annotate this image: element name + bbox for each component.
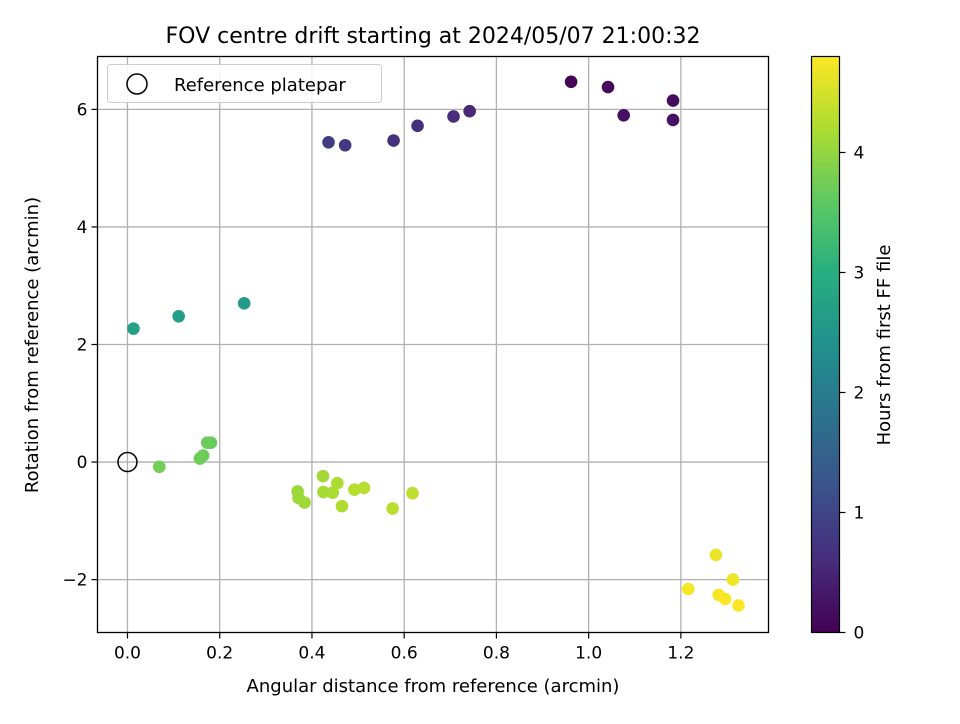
colorbar-tick-label: 3 — [854, 264, 865, 284]
data-points — [127, 75, 745, 612]
colorbar-tick-label: 2 — [854, 384, 865, 404]
data-point — [322, 136, 335, 149]
legend-marker-reference — [126, 73, 148, 95]
legend-frame — [107, 64, 382, 103]
data-point — [326, 486, 339, 499]
data-point — [237, 297, 251, 310]
data-point — [406, 486, 419, 500]
y-axis-label: Rotation from reference (arcmin) — [22, 197, 43, 493]
data-point — [601, 80, 615, 94]
data-point — [331, 476, 344, 490]
x-axis-label: Angular distance from reference (arcmin) — [247, 676, 620, 697]
data-point — [386, 502, 399, 515]
x-tick-label: 0.4 — [298, 644, 325, 664]
colorbar-tick-label: 4 — [854, 144, 865, 164]
x-tick-label: 0.8 — [483, 644, 510, 664]
x-tick-label: 0.2 — [206, 644, 233, 664]
data-point — [387, 134, 400, 147]
data-point — [718, 592, 732, 606]
colorbar — [810, 55, 841, 634]
y-tick-label: 0 — [77, 453, 88, 473]
data-point — [666, 94, 680, 107]
grid-lines — [97, 56, 769, 633]
data-point — [127, 322, 140, 335]
data-point — [317, 485, 330, 499]
y-tick-label: 4 — [77, 218, 88, 238]
data-point — [447, 110, 460, 123]
data-point — [316, 469, 330, 483]
legend-label-reference: Reference platepar — [174, 75, 346, 96]
data-point — [200, 436, 214, 449]
data-point — [335, 499, 349, 513]
y-tick-label: 6 — [77, 100, 88, 120]
data-point — [172, 309, 185, 323]
y-tick-label: −2 — [62, 571, 87, 591]
x-tick-label: 0.6 — [391, 644, 418, 664]
data-point — [617, 108, 630, 122]
data-point — [152, 460, 166, 474]
colorbar-ticks: 0 1 2 3 4 — [839, 144, 865, 644]
data-point — [193, 452, 207, 465]
reference-layer — [117, 451, 138, 473]
data-point — [709, 548, 723, 562]
data-point — [411, 119, 424, 133]
data-point — [357, 481, 371, 495]
x-axis-ticks: 0.0 0.2 0.4 0.6 0.8 1.0 1.2 — [114, 632, 694, 664]
x-tick-label: 1.2 — [667, 644, 694, 664]
reference-platepar-marker — [117, 451, 138, 473]
y-tick-label: 2 — [77, 336, 88, 356]
data-point — [463, 104, 476, 118]
legend-box: Reference platepar — [107, 64, 382, 103]
data-point — [298, 496, 311, 509]
data-point — [726, 573, 740, 586]
x-tick-label: 1.0 — [575, 644, 602, 664]
colorbar-label: Hours from first FF file — [874, 245, 895, 446]
x-tick-label: 0.0 — [114, 644, 141, 664]
chart-title: FOV centre drift starting at 2024/05/07 … — [166, 24, 701, 49]
data-point — [338, 138, 352, 152]
data-point — [348, 483, 361, 496]
colorbar-tick-label: 0 — [854, 624, 865, 644]
data-point — [732, 599, 745, 612]
data-point — [564, 75, 578, 89]
data-point — [681, 582, 695, 596]
data-point — [666, 113, 680, 127]
colorbar-tick-label: 1 — [854, 504, 865, 524]
y-axis-ticks: −2 0 2 4 6 — [62, 100, 98, 591]
